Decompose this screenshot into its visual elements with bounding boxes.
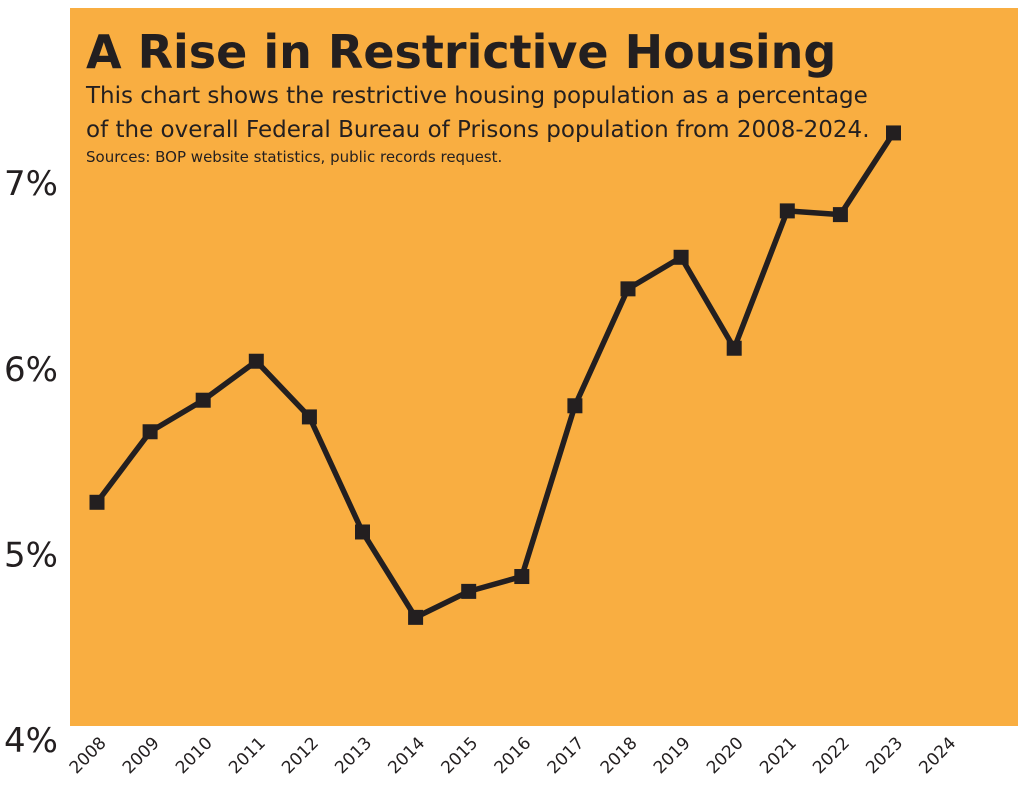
- series-line: [94, 131, 896, 621]
- data-point-marker: [832, 207, 848, 223]
- data-point-marker: [461, 583, 477, 599]
- chart-source: Sources: BOP website statistics, public …: [86, 148, 502, 166]
- y-axis-tick-labels: 4% 5% 6% 7%: [4, 164, 58, 761]
- data-point-marker: [514, 569, 530, 585]
- x-tick-label: 2011: [225, 733, 270, 778]
- x-tick-label: 2024: [915, 733, 960, 778]
- y-tick-label: 6%: [4, 350, 58, 390]
- data-point-marker: [886, 125, 901, 141]
- chart-background-bands: [70, 8, 1018, 726]
- data-point-marker: [726, 340, 742, 356]
- data-point-marker: [248, 353, 264, 369]
- data-point-marker: [779, 203, 795, 219]
- data-series: [89, 125, 901, 625]
- data-point-marker: [408, 609, 424, 625]
- chart-subtitle-line-1: This chart shows the restrictive housing…: [85, 83, 868, 109]
- y-tick-label: 4%: [4, 721, 58, 761]
- x-tick-label: 2019: [650, 733, 695, 778]
- x-tick-label: 2022: [809, 733, 854, 778]
- x-tick-label: 2016: [491, 733, 536, 778]
- x-tick-label: 2015: [438, 733, 483, 778]
- y-tick-label: 5%: [4, 535, 58, 575]
- x-tick-label: 2009: [119, 733, 164, 778]
- background-band: [70, 191, 1018, 726]
- chart-heading: A Rise in Restrictive Housing This chart…: [85, 25, 870, 166]
- y-tick-label: 7%: [4, 164, 58, 204]
- x-tick-label: 2020: [703, 733, 748, 778]
- x-tick-label: 2014: [384, 733, 429, 778]
- x-tick-label: 2008: [66, 733, 111, 778]
- x-tick-label: 2023: [862, 733, 907, 778]
- data-point-marker: [89, 494, 105, 510]
- x-axis-tick-labels: 2008 2009 2010 2011 2012 2013 2014 2015 2016 2017…: [66, 733, 960, 778]
- data-point-marker: [620, 281, 636, 297]
- x-tick-label: 2021: [756, 733, 801, 778]
- chart-title: A Rise in Restrictive Housing: [86, 25, 836, 79]
- x-tick-label: 2012: [278, 733, 323, 778]
- data-point-marker: [142, 424, 158, 440]
- data-point-marker: [673, 249, 689, 265]
- x-tick-label: 2017: [544, 733, 589, 778]
- data-point-marker: [567, 398, 583, 414]
- x-tick-label: 2018: [597, 733, 642, 778]
- data-point-marker: [195, 392, 211, 408]
- x-tick-label: 2013: [331, 733, 376, 778]
- chart-subtitle-line-2: of the overall Federal Bureau of Prisons…: [86, 117, 870, 143]
- x-tick-label: 2010: [172, 733, 217, 778]
- data-point-marker: [301, 409, 317, 425]
- data-point-marker: [355, 524, 370, 540]
